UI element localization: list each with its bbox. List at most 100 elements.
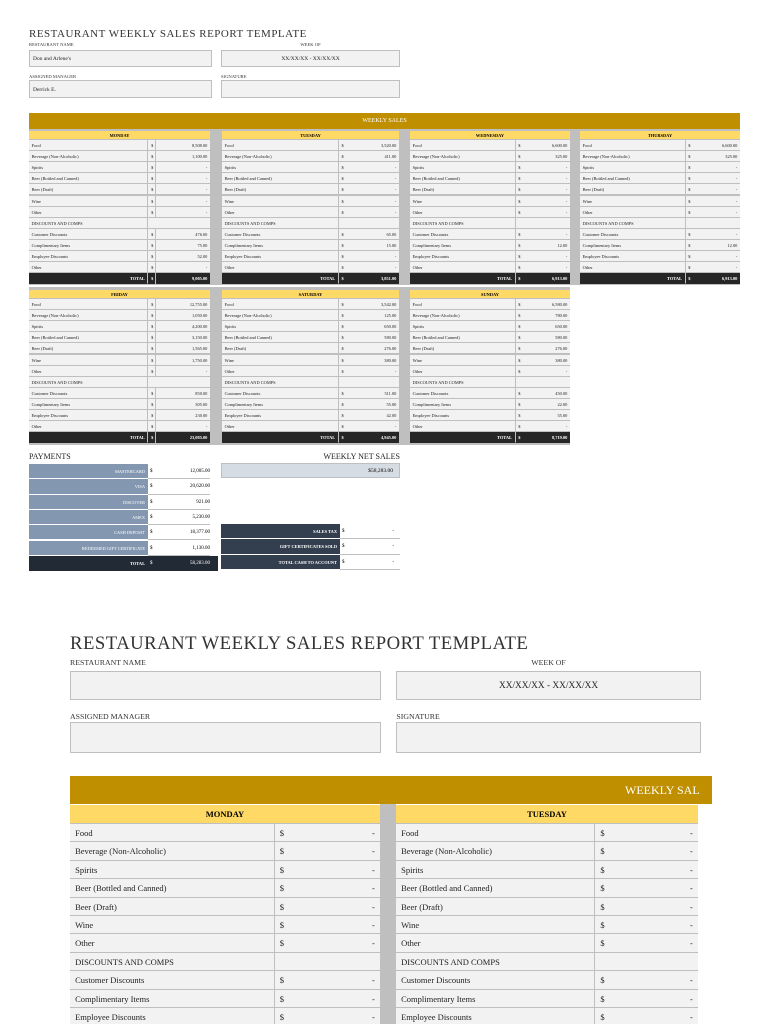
input-box: XX/XX/XX - XX/XX/XX [221,50,400,67]
currency: $ [274,879,289,898]
input-box [70,722,382,753]
amount: - [692,262,740,274]
amount: 476.00 [155,228,210,240]
currency: $ [340,555,348,570]
day-header: MONDAY [70,805,380,824]
title: RESTAURANT WEEKLY SALES REPORT TEMPLATE [29,28,307,40]
row-label: Customer Discounts [222,387,339,399]
currency: $ [148,273,156,285]
total-label: TOTAL [410,273,516,285]
amount: - [288,824,380,843]
row-label: Spirits [410,162,516,174]
row-label: Complimentary Items [29,239,149,251]
amount: 1,750.00 [155,354,210,366]
amount: - [522,173,570,185]
payment-label: AMEX [29,509,148,526]
currency: $ [274,989,289,1008]
currency: $ [148,541,156,556]
currency: $ [685,251,693,263]
currency: $ [340,539,348,555]
amount: 125.00 [345,310,399,322]
amount: - [522,162,570,174]
row-label: DISCOUNTS AND COMPS [580,217,686,229]
amount: - [288,916,380,935]
amount: - [608,1008,698,1024]
row-label: Beverage (Non-Alcoholic) [410,151,516,163]
amount: 380.00 [345,354,399,366]
amount: 75.00 [155,239,210,251]
currency: $ [148,151,156,163]
row-label: Other [222,365,339,377]
currency: $ [515,251,523,263]
amount: 4,200.00 [155,321,210,333]
payment-label: MASTERCARD [29,464,148,480]
currency: $ [685,195,693,207]
row-label: Wine [29,195,149,207]
currency: $ [685,239,693,251]
currency: $ [148,398,156,410]
currency: $ [148,206,156,218]
currency: $ [595,860,609,880]
amount: - [692,206,740,218]
currency: $ [515,173,523,185]
total-value: 6,913.00 [522,273,570,285]
row-label: Complimentary Items [396,989,596,1008]
row-label: Beverage (Non-Alcoholic) [396,842,596,861]
total-value: 23,085.00 [155,432,210,444]
currency: $ [515,184,523,196]
label: RESTAURANT NAME [29,42,74,47]
row-label: Customer Discounts [580,228,686,240]
banner-clip: WEEKLY SALES [70,776,700,804]
row-label: Complimentary Items [410,239,516,251]
total-label: TOTAL [222,432,339,444]
summary-label: GIFT CERTIFICATES SOLD [221,539,340,555]
currency: $ [515,421,523,433]
amount: - [692,251,740,263]
amount: 511.00 [345,387,399,399]
payment-label: VISA [29,479,148,495]
row-label: DISCOUNTS AND COMPS [29,217,149,229]
row-label: Other [29,206,149,218]
currency: $ [685,162,693,174]
currency: $ [515,432,523,444]
amount: - [608,971,698,990]
amount: - [155,195,210,207]
currency: $ [595,916,609,935]
row-label: Other [410,421,516,433]
row-label: DISCOUNTS AND COMPS [410,376,516,388]
amount: 3,520.00 [345,140,399,152]
total-value: 9,005.00 [155,273,210,285]
currency: $ [515,273,523,285]
amount: 325.00 [522,151,570,163]
currency: $ [338,365,346,377]
amount: 276.00 [345,343,399,355]
input-box: Derrick E. [29,80,212,98]
currency: $ [685,173,693,185]
row-label: Food [396,824,596,843]
row-label: Wine [222,195,339,207]
currency: $ [338,184,346,196]
payment-label: CASH DEPOSIT [29,525,148,541]
row-fill [685,217,740,229]
amount: 55.00 [345,398,399,410]
currency: $ [515,343,523,355]
currency: $ [148,162,156,174]
amount: - [288,989,380,1008]
row-label: Beer (Bottled and Canned) [410,332,516,344]
row-label: Other [29,262,149,274]
amount: - [608,897,698,916]
currency: $ [515,332,523,344]
row-label: Employee Discounts [222,251,339,263]
row-label: Food [70,824,275,843]
row-label: Beer (Draft) [29,343,149,355]
amount: 305.00 [155,398,210,410]
amount: - [522,262,570,274]
row-label: Other [410,206,516,218]
amount: - [608,860,698,880]
row-label: Beer (Bottled and Canned) [410,173,516,185]
row-label: Customer Discounts [70,971,275,990]
currency: $ [338,410,346,422]
amount: 55.00 [522,410,570,422]
currency: $ [338,273,346,285]
currency: $ [274,842,289,861]
